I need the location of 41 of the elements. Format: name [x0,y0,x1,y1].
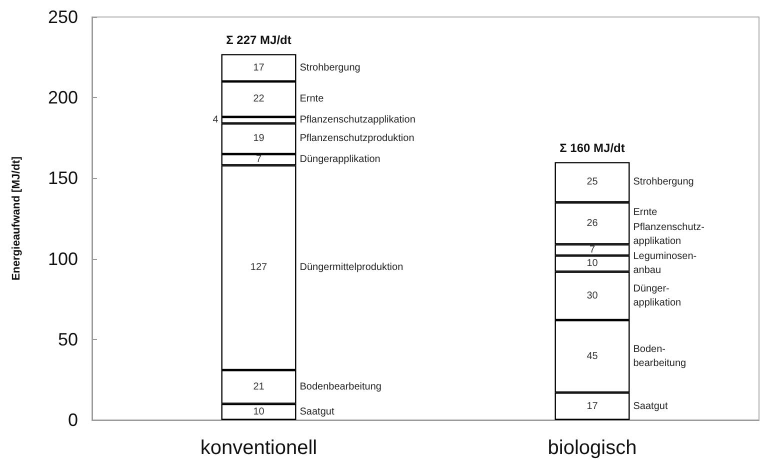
data-label: 21 [253,381,265,392]
data-label: 127 [250,262,268,274]
y-tick-label: 150 [48,168,78,188]
data-label: 7 [256,154,262,166]
data-label: 10 [253,406,265,418]
annotation: Pflanzenschutzapplikation [300,114,416,126]
y-tick-label: 250 [48,7,78,27]
y-tick-label: 100 [48,248,78,269]
annotation: Düngerapplikation [300,154,380,166]
x-tick-label: konventionell [200,437,318,459]
data-label: 19 [253,133,265,144]
y-tick-label: 200 [48,88,78,108]
annotation: Düngermittelproduktion [300,262,404,274]
annotation: Strohbergung [300,62,360,74]
annotation: Pflanzenschutzproduktion [300,133,414,144]
annotation: Boden-bearbeitung [633,344,686,369]
y-tick-label: 0 [68,410,78,430]
data-label: 25 [586,176,598,188]
x-tick-label: biologisch [548,437,637,459]
data-label: 17 [253,62,265,74]
annotation: Saatgut [633,400,668,412]
data-label: 4 [212,114,219,126]
data-label: 26 [586,218,598,229]
annotation: Ernte [633,207,658,218]
data-label: 30 [586,290,598,302]
annotation: Saatgut [300,406,334,418]
annotation: Ernte [300,94,324,105]
y-axis-title: Energieaufwand [MJ/dt] [10,156,22,281]
data-label: 22 [253,94,265,105]
total-label: Σ 160 MJ/dt [560,141,625,156]
data-label: 10 [586,258,598,270]
data-label: 7 [589,244,596,256]
annotation: Pflanzenschutz-applikation [633,222,704,248]
data-label: 17 [586,400,598,412]
annotation: Dünger-applikation [633,283,682,308]
annotation: Strohbergung [633,176,694,188]
annotation: Leguminosen-anbau [633,251,697,276]
annotation: Bodenbearbeitung [300,381,382,392]
data-label: 45 [586,350,598,362]
total-label: Σ 227 MJ/dt [226,33,292,48]
y-tick-label: 50 [58,329,78,350]
